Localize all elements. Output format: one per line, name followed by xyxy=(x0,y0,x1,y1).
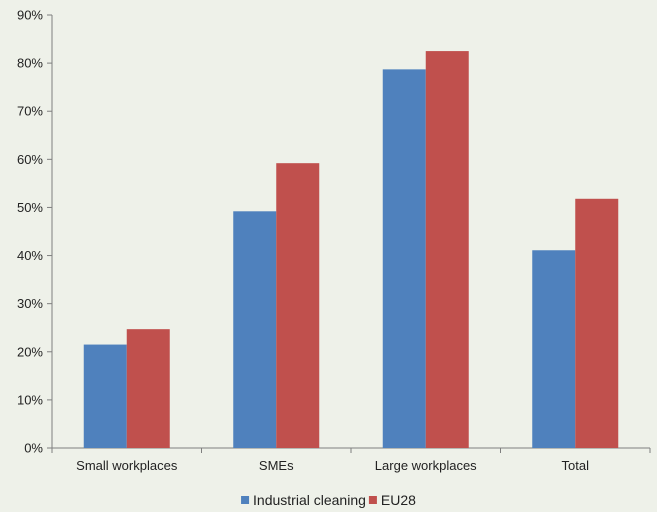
y-tick-label: 30% xyxy=(17,296,43,311)
bar-eu28 xyxy=(126,329,170,448)
bar-industrial-cleaning xyxy=(233,211,277,448)
x-tick-label: Large workplaces xyxy=(375,458,477,473)
bar-eu28 xyxy=(425,51,469,448)
y-tick-label: 0% xyxy=(24,441,43,456)
legend-swatch xyxy=(368,496,377,504)
bar-industrial-cleaning xyxy=(83,344,127,448)
legend: Industrial cleaning EU28 xyxy=(241,492,416,508)
y-tick-label: 60% xyxy=(17,152,43,167)
bar-industrial-cleaning xyxy=(532,250,576,448)
x-tick-label: Total xyxy=(562,458,590,473)
x-tick-label: SMEs xyxy=(259,458,294,473)
y-axis: 0% 10% 20% 30% 40% 50% 60% 70% 80% 90% xyxy=(17,8,53,456)
y-tick-label: 90% xyxy=(17,8,43,23)
bar-industrial-cleaning xyxy=(382,69,426,449)
x-tick-label: Small workplaces xyxy=(76,458,178,473)
y-tick-label: 70% xyxy=(17,104,43,119)
bars xyxy=(83,51,619,449)
legend-swatch xyxy=(241,496,250,504)
bar-eu28 xyxy=(575,198,619,448)
legend-label: Industrial cleaning xyxy=(253,492,366,508)
y-tick-label: 10% xyxy=(17,392,43,407)
y-tick-label: 50% xyxy=(17,200,43,215)
bar-eu28 xyxy=(276,163,320,448)
y-tick-label: 40% xyxy=(17,248,43,263)
legend-label: EU28 xyxy=(381,492,416,508)
x-axis: Small workplaces SMEs Large workplaces Tota… xyxy=(51,447,651,473)
y-tick-label: 20% xyxy=(17,344,43,359)
y-tick-label: 80% xyxy=(17,56,43,71)
